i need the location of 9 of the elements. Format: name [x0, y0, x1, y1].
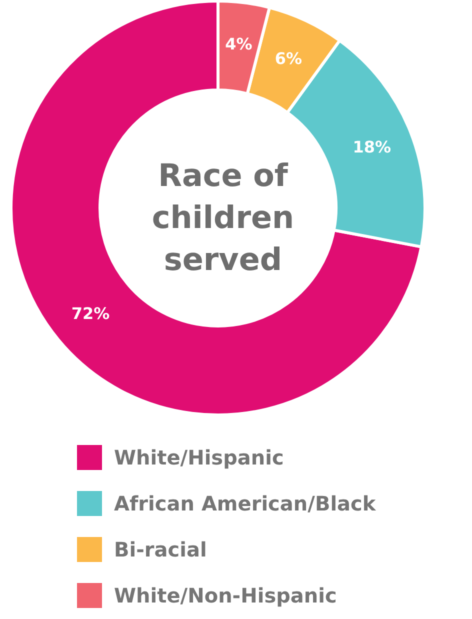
- legend-label: Bi-racial: [114, 538, 207, 562]
- data-label: 6%: [274, 48, 302, 68]
- data-label: 18%: [352, 138, 392, 157]
- data-label: 72%: [71, 304, 110, 323]
- data-label: 4%: [225, 34, 252, 54]
- text: Race of children served: [152, 158, 294, 278]
- legend-label: White/Hispanic: [114, 446, 284, 470]
- legend-label: African American/Black: [114, 492, 376, 516]
- legend-label: White/Non-Hispanic: [114, 584, 337, 608]
